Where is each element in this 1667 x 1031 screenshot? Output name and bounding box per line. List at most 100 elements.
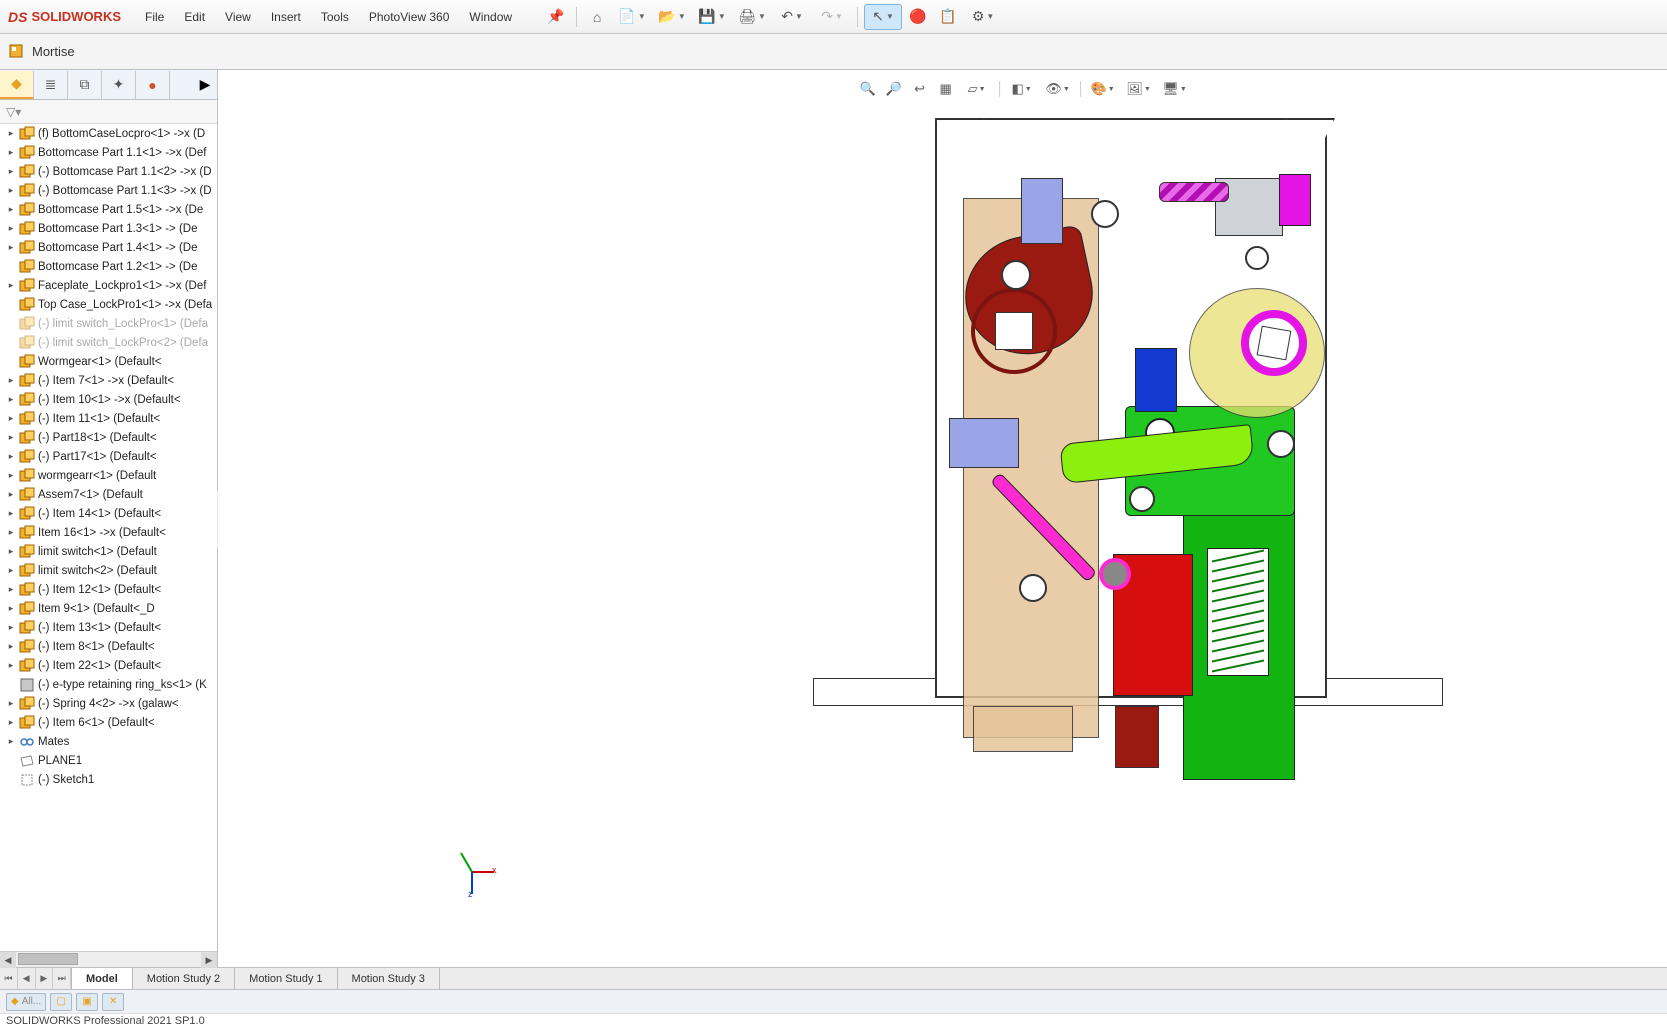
tree-item[interactable]: ▸Faceplate_Lockpro1<1> ->x (Def xyxy=(0,276,217,295)
tree-item[interactable]: ▸(-) Item 22<1> (Default< xyxy=(0,656,217,675)
tree-item[interactable]: ▸Bottomcase Part 1.1<1> ->x (Def xyxy=(0,143,217,162)
tab-nav-2[interactable]: ▶ xyxy=(36,968,54,989)
display-tab[interactable]: ✦ xyxy=(102,71,136,99)
tree-item[interactable]: (-) limit switch_LockPro<2> (Defa xyxy=(0,333,217,352)
menu-insert[interactable]: Insert xyxy=(261,6,311,28)
expand-icon[interactable]: ▸ xyxy=(6,280,16,291)
redo-icon[interactable]: ↷▼ xyxy=(813,4,851,30)
pin-icon[interactable]: 📌 xyxy=(542,4,570,30)
open-doc-icon[interactable]: 📂▼ xyxy=(653,4,691,30)
tree-item[interactable]: ▸(-) Item 12<1> (Default< xyxy=(0,580,217,599)
tree-item[interactable]: ▸Bottomcase Part 1.3<1> -> (De xyxy=(0,219,217,238)
menu-photoview-360[interactable]: PhotoView 360 xyxy=(359,6,460,28)
tree-item[interactable]: ▸Bottomcase Part 1.5<1> ->x (De xyxy=(0,200,217,219)
tree-item[interactable]: ▸Item 16<1> ->x (Default< xyxy=(0,523,217,542)
feature-tree[interactable]: ▸(f) BottomCaseLocpro<1> ->x (D▸Bottomca… xyxy=(0,124,217,951)
tree-item[interactable]: Top Case_LockPro1<1> ->x (Defa xyxy=(0,295,217,314)
expand-icon[interactable]: ▸ xyxy=(6,432,16,443)
menu-window[interactable]: Window xyxy=(459,6,522,28)
tree-item[interactable]: (-) e-type retaining ring_ks<1> (K xyxy=(0,675,217,694)
task-tile2-icon[interactable]: ▣ xyxy=(76,993,98,1011)
expand-icon[interactable]: ▸ xyxy=(6,470,16,481)
save-icon[interactable]: 💾▼ xyxy=(693,4,731,30)
expand-icon[interactable]: ▸ xyxy=(6,508,16,519)
tree-item[interactable]: ▸wormgearr<1> (Default xyxy=(0,466,217,485)
rebuild-icon[interactable]: 🔴 xyxy=(904,4,932,30)
select-arrow-icon[interactable]: ↖▼ xyxy=(864,4,902,30)
menu-file[interactable]: File xyxy=(135,6,174,28)
print-icon[interactable]: 🖨▼ xyxy=(733,4,771,30)
tree-item[interactable]: ▸(-) Item 13<1> (Default< xyxy=(0,618,217,637)
expand-icon[interactable]: ▸ xyxy=(6,375,16,386)
tree-item[interactable]: (-) limit switch_LockPro<1> (Defa xyxy=(0,314,217,333)
zoom-fit-icon[interactable]: 🔍 xyxy=(857,78,879,100)
view-settings-icon[interactable]: 🖥▼ xyxy=(1159,78,1191,100)
tab-nav-0[interactable]: ⏮ xyxy=(0,968,18,989)
expand-icon[interactable]: ▸ xyxy=(6,394,16,405)
tree-item[interactable]: ▸(-) Item 10<1> ->x (Default< xyxy=(0,390,217,409)
tree-item[interactable]: ▸Assem7<1> (Default xyxy=(0,485,217,504)
tree-item[interactable]: Wormgear<1> (Default< xyxy=(0,352,217,371)
options-panel-icon[interactable]: 📋 xyxy=(934,4,962,30)
expand-icon[interactable]: ▸ xyxy=(6,147,16,158)
task-tile1-icon[interactable]: ▢ xyxy=(50,993,72,1011)
new-doc-icon[interactable]: 📄▼ xyxy=(613,4,651,30)
expand-icon[interactable]: ▸ xyxy=(6,736,16,747)
appearance-tab[interactable]: ● xyxy=(136,71,170,99)
tree-item[interactable]: ▸(-) Part18<1> (Default< xyxy=(0,428,217,447)
settings-gear-icon[interactable]: ⚙▼ xyxy=(964,4,1002,30)
tree-item[interactable]: ▸(-) Part17<1> (Default< xyxy=(0,447,217,466)
expand-icon[interactable]: ▸ xyxy=(6,185,16,196)
tree-item[interactable]: ▸(-) Bottomcase Part 1.1<2> ->x (D xyxy=(0,162,217,181)
menu-edit[interactable]: Edit xyxy=(174,6,215,28)
expand-icon[interactable]: ▸ xyxy=(6,166,16,177)
tree-item[interactable]: ▸(-) Item 8<1> (Default< xyxy=(0,637,217,656)
tab-nav-1[interactable]: ◀ xyxy=(18,968,36,989)
bottom-tab-motion-study-1[interactable]: Motion Study 1 xyxy=(235,968,337,989)
home-icon[interactable]: ⌂ xyxy=(583,4,611,30)
tree-item[interactable]: ▸(-) Bottomcase Part 1.1<3> ->x (D xyxy=(0,181,217,200)
zoom-area-icon[interactable]: 🔎 xyxy=(883,78,905,100)
task-close-icon[interactable]: ✕ xyxy=(102,993,124,1011)
graphics-viewport[interactable]: 🔍🔎↩▦▱▼◧▼👁▼🎨▼🖼▼🖥▼ xyxy=(218,70,1667,967)
sidebar-tabs-more[interactable]: ▶ xyxy=(193,71,217,99)
tree-item[interactable]: Bottomcase Part 1.2<1> -> (De xyxy=(0,257,217,276)
config-tab[interactable]: ⧉ xyxy=(68,71,102,99)
bottom-tab-motion-study-3[interactable]: Motion Study 3 xyxy=(338,968,440,989)
scroll-thumb[interactable] xyxy=(18,953,78,965)
edit-appearance-icon[interactable]: 🎨▼ xyxy=(1087,78,1119,100)
tree-item[interactable]: ▸(-) Item 7<1> ->x (Default< xyxy=(0,371,217,390)
expand-icon[interactable]: ▸ xyxy=(6,128,16,139)
expand-icon[interactable]: ▸ xyxy=(6,698,16,709)
tree-item[interactable]: ▸(-) Spring 4<2> ->x (galaw< xyxy=(0,694,217,713)
section-view-icon[interactable]: ▦ xyxy=(935,78,957,100)
expand-icon[interactable]: ▸ xyxy=(6,660,16,671)
undo-icon[interactable]: ↶▼ xyxy=(773,4,811,30)
tree-item[interactable]: ▸limit switch<2> (Default xyxy=(0,561,217,580)
view-orient-icon[interactable]: ▱▼ xyxy=(961,78,993,100)
tree-item[interactable]: (-) Sketch1 xyxy=(0,770,217,789)
tree-item[interactable]: ▸(-) Item 6<1> (Default< xyxy=(0,713,217,732)
expand-icon[interactable]: ▸ xyxy=(6,527,16,538)
expand-icon[interactable]: ▸ xyxy=(6,223,16,234)
tree-item[interactable]: ▸Mates xyxy=(0,732,217,751)
tree-filter-row[interactable]: ▽▾ xyxy=(0,100,217,124)
prev-view-icon[interactable]: ↩ xyxy=(909,78,931,100)
bottom-tab-model[interactable]: Model xyxy=(72,968,133,989)
feature-tree-tab[interactable]: ◆ xyxy=(0,71,34,99)
tree-item[interactable]: PLANE1 xyxy=(0,751,217,770)
expand-icon[interactable]: ▸ xyxy=(6,603,16,614)
expand-icon[interactable]: ▸ xyxy=(6,204,16,215)
hide-show-icon[interactable]: 👁▼ xyxy=(1042,78,1074,100)
tab-nav-3[interactable]: ⏭ xyxy=(53,968,71,989)
expand-icon[interactable]: ▸ xyxy=(6,584,16,595)
tree-item[interactable]: ▸(-) Item 11<1> (Default< xyxy=(0,409,217,428)
tree-item[interactable]: ▸Bottomcase Part 1.4<1> -> (De xyxy=(0,238,217,257)
tree-item[interactable]: ▸(-) Item 14<1> (Default< xyxy=(0,504,217,523)
scroll-left-icon[interactable]: ◀ xyxy=(0,952,16,968)
menu-view[interactable]: View xyxy=(215,6,261,28)
display-style-icon[interactable]: ◧▼ xyxy=(1006,78,1038,100)
bottom-tab-motion-study-2[interactable]: Motion Study 2 xyxy=(133,968,235,989)
tree-hscrollbar[interactable]: ◀ ▶ xyxy=(0,951,217,967)
expand-icon[interactable]: ▸ xyxy=(6,717,16,728)
